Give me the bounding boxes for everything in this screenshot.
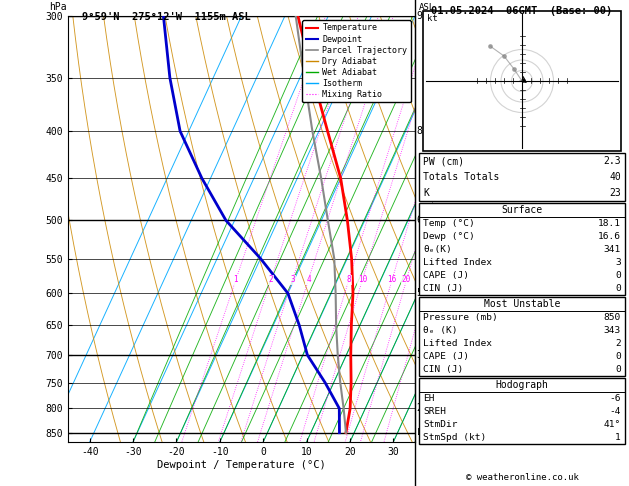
Text: 23: 23 <box>610 188 621 198</box>
Text: Dewp (°C): Dewp (°C) <box>423 232 475 241</box>
Text: 343: 343 <box>604 326 621 335</box>
X-axis label: Dewpoint / Temperature (°C): Dewpoint / Temperature (°C) <box>157 460 326 469</box>
Text: CAPE (J): CAPE (J) <box>423 352 469 361</box>
Text: 2.3: 2.3 <box>603 156 621 166</box>
Text: 9°59'N  275°12'W  1155m ASL: 9°59'N 275°12'W 1155m ASL <box>82 12 250 22</box>
Text: StmDir: StmDir <box>423 420 457 429</box>
Text: CAPE (J): CAPE (J) <box>423 271 469 280</box>
Text: Surface: Surface <box>501 205 543 215</box>
Text: 16.6: 16.6 <box>598 232 621 241</box>
Text: -6: -6 <box>610 394 621 403</box>
Text: θₑ (K): θₑ (K) <box>423 326 457 335</box>
Text: Lifted Index: Lifted Index <box>423 258 492 267</box>
Text: Temp (°C): Temp (°C) <box>423 219 475 228</box>
Text: θₑ(K): θₑ(K) <box>423 245 452 254</box>
Text: 5: 5 <box>417 288 423 298</box>
Text: 2: 2 <box>269 275 273 284</box>
Text: 0: 0 <box>615 284 621 293</box>
Text: 2: 2 <box>615 339 621 348</box>
Text: PW (cm): PW (cm) <box>423 156 464 166</box>
Text: © weatheronline.co.uk: © weatheronline.co.uk <box>465 473 579 482</box>
Text: Mixing Ratio (g/kg): Mixing Ratio (g/kg) <box>429 181 438 277</box>
Text: -4: -4 <box>610 407 621 416</box>
Text: CIN (J): CIN (J) <box>423 365 463 374</box>
Text: CIN (J): CIN (J) <box>423 284 463 293</box>
Text: Hodograph: Hodograph <box>496 380 548 390</box>
Text: 4: 4 <box>306 275 311 284</box>
Text: hPa: hPa <box>49 2 67 12</box>
Text: StmSpd (kt): StmSpd (kt) <box>423 433 486 442</box>
Text: EH: EH <box>423 394 435 403</box>
Text: 0: 0 <box>615 271 621 280</box>
Text: 850: 850 <box>604 313 621 322</box>
Text: 0: 0 <box>615 352 621 361</box>
Text: 8: 8 <box>417 126 423 136</box>
Text: Most Unstable: Most Unstable <box>484 299 560 309</box>
Text: 16: 16 <box>387 275 397 284</box>
Text: 8: 8 <box>347 275 351 284</box>
Text: Lifted Index: Lifted Index <box>423 339 492 348</box>
Text: 41°: 41° <box>604 420 621 429</box>
Text: km
ASL: km ASL <box>418 0 435 12</box>
Bar <box>419 153 625 201</box>
Text: K: K <box>423 188 429 198</box>
Text: 0: 0 <box>615 365 621 374</box>
Text: 40: 40 <box>610 172 621 182</box>
Text: 9: 9 <box>417 11 423 21</box>
Bar <box>419 297 625 376</box>
Text: 341: 341 <box>604 245 621 254</box>
Bar <box>419 203 625 295</box>
Text: 3: 3 <box>615 258 621 267</box>
Text: 20: 20 <box>402 275 411 284</box>
Text: 2: 2 <box>417 403 423 414</box>
Text: 3: 3 <box>417 350 423 360</box>
Text: 18.1: 18.1 <box>598 219 621 228</box>
Text: 10: 10 <box>358 275 367 284</box>
Text: kt: kt <box>427 14 438 23</box>
Text: 3: 3 <box>290 275 295 284</box>
Bar <box>423 11 621 151</box>
Text: SREH: SREH <box>423 407 446 416</box>
Text: Pressure (mb): Pressure (mb) <box>423 313 498 322</box>
Text: 6: 6 <box>417 215 423 226</box>
Bar <box>419 378 625 444</box>
Text: 1: 1 <box>233 275 238 284</box>
Text: 1: 1 <box>615 433 621 442</box>
Text: Totals Totals: Totals Totals <box>423 172 499 182</box>
Text: 01.05.2024  06GMT  (Base: 00): 01.05.2024 06GMT (Base: 00) <box>431 6 613 16</box>
Text: LCL: LCL <box>417 428 433 437</box>
Legend: Temperature, Dewpoint, Parcel Trajectory, Dry Adiabat, Wet Adiabat, Isotherm, Mi: Temperature, Dewpoint, Parcel Trajectory… <box>303 20 411 103</box>
